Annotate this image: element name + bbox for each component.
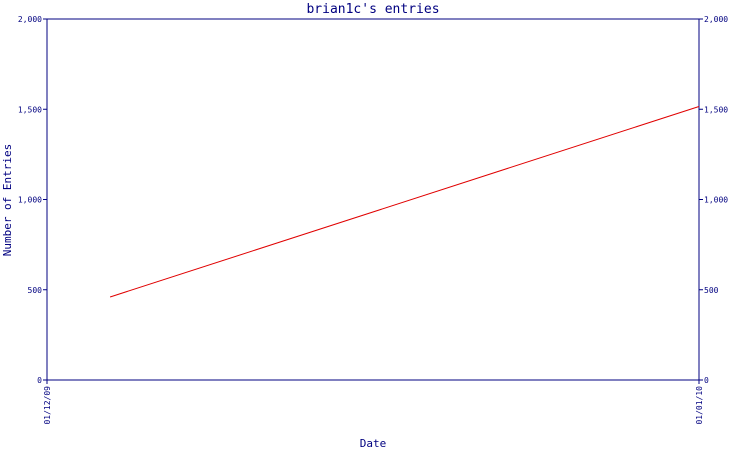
x-axis-label: Date — [360, 437, 387, 450]
chart-title: brian1c's entries — [306, 2, 439, 17]
y-tick-label-right: 1,000 — [704, 196, 728, 205]
y-tick-label-left: 1,500 — [18, 105, 42, 114]
x-tick-label: 01/12/09 — [43, 386, 52, 425]
y-tick-label-right: 500 — [704, 286, 719, 295]
y-tick-label-left: 2,000 — [18, 15, 42, 24]
y-axis-left: 0 500 1,000 1,500 2,000 — [18, 15, 47, 385]
y-tick-label-right: 2,000 — [704, 15, 728, 24]
y-axis-label: Number of Entries — [1, 144, 14, 257]
x-tick-label: 01/01/10 — [695, 386, 704, 425]
series-layer — [109, 106, 700, 298]
y-tick-label-left: 500 — [28, 286, 43, 295]
y-tick-label-right: 1,500 — [704, 105, 728, 114]
series-line — [109, 106, 700, 298]
x-axis: 01/12/09 01/01/10 — [43, 380, 704, 425]
y-tick-label-right: 0 — [704, 376, 709, 385]
y-axis-right: 0 500 1,000 1,500 2,000 — [699, 15, 728, 385]
y-tick-label-left: 1,000 — [18, 196, 42, 205]
plot-frame — [46, 18, 700, 381]
y-tick-label-left: 0 — [37, 376, 42, 385]
